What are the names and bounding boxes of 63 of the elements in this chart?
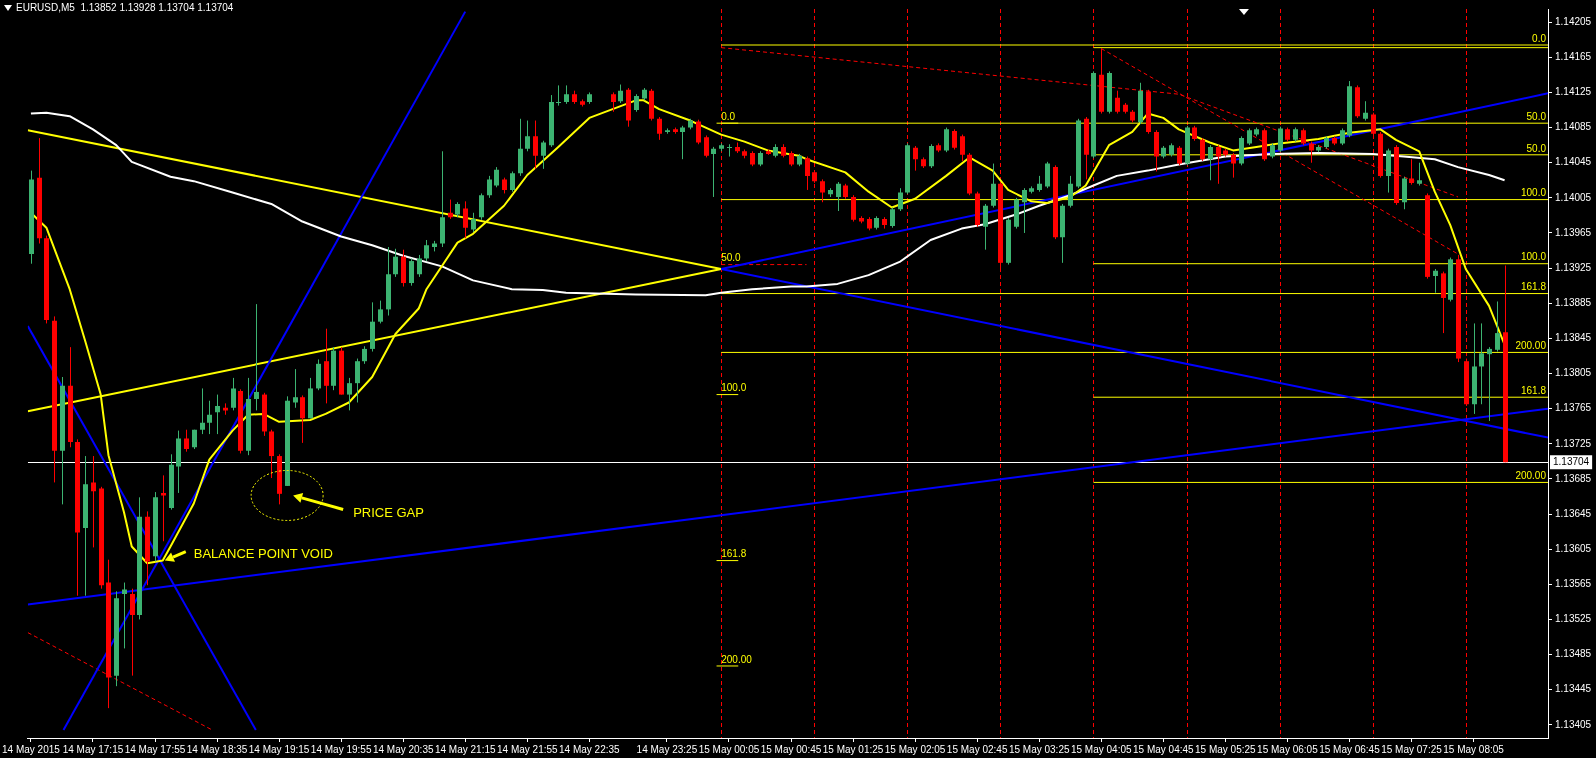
y-tick-label: 1.13925 bbox=[1555, 261, 1592, 273]
annotation: 161.8 bbox=[1520, 281, 1547, 293]
y-tick-label: 1.13685 bbox=[1555, 472, 1592, 484]
annotation: 200.00 bbox=[721, 653, 753, 665]
y-tick-label: 1.13525 bbox=[1555, 613, 1592, 625]
x-tick-label: 14 May 21:55 bbox=[496, 743, 559, 755]
y-tick-label: 1.14005 bbox=[1555, 191, 1592, 203]
chart-title: EURUSD,M5 1.13852 1.13928 1.13704 1.13704 bbox=[16, 2, 234, 13]
x-tick-label: 15 May 07:25 bbox=[1381, 743, 1443, 755]
x-tick-label: 15 May 06:05 bbox=[1257, 743, 1319, 755]
y-tick-label: 1.14085 bbox=[1555, 121, 1592, 133]
x-tick-label: 15 May 00:45 bbox=[760, 743, 822, 755]
y-tick-label: 1.13805 bbox=[1555, 367, 1592, 379]
x-tick-label: 14 May 2015 bbox=[1, 743, 61, 755]
annotation: 0.0 bbox=[721, 110, 736, 122]
y-tick-label: 1.13605 bbox=[1555, 542, 1592, 554]
y-tick-label: 1.13485 bbox=[1555, 648, 1592, 660]
y-tick-label: 1.14205 bbox=[1555, 15, 1592, 27]
x-tick-label: 15 May 08:05 bbox=[1443, 743, 1505, 755]
x-tick-label: 15 May 00:05 bbox=[698, 743, 760, 755]
annotation: 200.00 bbox=[1515, 470, 1547, 482]
y-tick-label: 1.13405 bbox=[1555, 718, 1592, 730]
x-tick-label: 14 May 21:15 bbox=[434, 743, 496, 755]
x-tick-label: 14 May 17:15 bbox=[62, 743, 124, 755]
y-tick-label: 1.13885 bbox=[1555, 296, 1592, 308]
annotation: 50.0 bbox=[1526, 142, 1547, 154]
annotation: 161.8 bbox=[1520, 384, 1547, 396]
y-tick-label: 1.13445 bbox=[1555, 683, 1592, 695]
annotation: 50.0 bbox=[721, 252, 742, 264]
y-tick-label: 1.13565 bbox=[1555, 578, 1592, 590]
x-tick-label: 15 May 02:45 bbox=[946, 743, 1008, 755]
y-tick-label: 1.14045 bbox=[1555, 156, 1592, 168]
y-tick-label: 1.14165 bbox=[1555, 51, 1592, 63]
y-tick-label: 1.13765 bbox=[1555, 402, 1592, 414]
x-tick-label: 15 May 03:25 bbox=[1008, 743, 1070, 755]
annotation: BALANCE POINT VOID bbox=[193, 546, 333, 562]
y-tick-label: 1.14125 bbox=[1555, 86, 1592, 98]
x-tick-label: 15 May 05:25 bbox=[1195, 743, 1257, 755]
x-tick-label: 15 May 06:45 bbox=[1319, 743, 1381, 755]
x-tick-label: 15 May 01:25 bbox=[822, 743, 884, 755]
annotation: 200.00 bbox=[1515, 340, 1547, 352]
y-tick-label: 1.13725 bbox=[1555, 437, 1592, 449]
y-tick-label: 1.13965 bbox=[1555, 226, 1592, 238]
ref-line-label: 1.13704 bbox=[1553, 456, 1590, 468]
x-tick-label: 15 May 02:05 bbox=[884, 743, 946, 755]
annotation: 0.0 bbox=[1532, 32, 1547, 44]
x-tick-label: 14 May 17:55 bbox=[124, 743, 186, 755]
y-tick-label: 1.13845 bbox=[1555, 332, 1592, 344]
x-tick-label: 14 May 20:35 bbox=[372, 743, 434, 755]
x-tick-label: 15 May 04:45 bbox=[1132, 743, 1195, 755]
x-tick-label: 14 May 18:35 bbox=[186, 743, 248, 755]
annotation: PRICE GAP bbox=[353, 505, 424, 521]
x-tick-label: 14 May 23:25 bbox=[636, 743, 698, 755]
annotation: 100.0 bbox=[721, 382, 747, 394]
annotation: 100.0 bbox=[1520, 187, 1547, 199]
annotation: 100.0 bbox=[1520, 251, 1547, 263]
annotation: 50.0 bbox=[1526, 110, 1547, 122]
x-tick-label: 14 May 22:35 bbox=[559, 743, 621, 755]
x-tick-label: 15 May 04:05 bbox=[1070, 743, 1132, 755]
y-tick-label: 1.13645 bbox=[1555, 507, 1592, 519]
annotation: 161.8 bbox=[721, 548, 747, 560]
x-tick-label: 14 May 19:15 bbox=[248, 743, 310, 755]
x-tick-label: 14 May 19:55 bbox=[310, 743, 372, 755]
